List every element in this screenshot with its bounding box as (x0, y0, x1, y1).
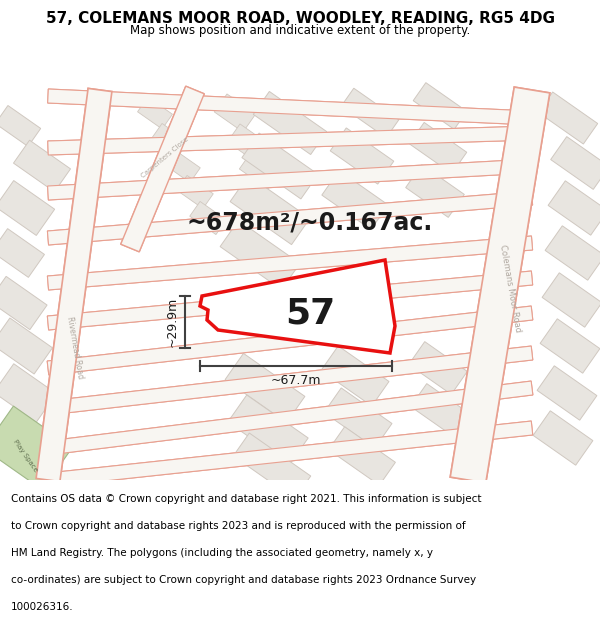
Polygon shape (190, 201, 226, 234)
Polygon shape (47, 191, 533, 245)
Polygon shape (330, 128, 394, 184)
Polygon shape (47, 191, 533, 245)
Polygon shape (227, 124, 269, 162)
Polygon shape (47, 159, 532, 200)
Polygon shape (36, 88, 112, 482)
Polygon shape (409, 342, 467, 394)
Polygon shape (47, 381, 533, 455)
Polygon shape (230, 176, 310, 244)
Polygon shape (164, 149, 200, 182)
Polygon shape (533, 411, 593, 465)
Text: Contains OS data © Crown copyright and database right 2021. This information is : Contains OS data © Crown copyright and d… (11, 494, 481, 504)
Polygon shape (329, 427, 395, 485)
Polygon shape (0, 364, 56, 423)
Polygon shape (47, 89, 532, 125)
Polygon shape (0, 413, 62, 473)
Polygon shape (242, 133, 318, 199)
Text: Map shows position and indicative extent of the property.: Map shows position and indicative extent… (130, 24, 470, 38)
Polygon shape (200, 260, 395, 353)
Text: Rivermead Road: Rivermead Road (65, 316, 85, 380)
Polygon shape (47, 421, 533, 487)
Text: Play Space: Play Space (11, 439, 38, 473)
Polygon shape (0, 106, 41, 146)
Text: to Crown copyright and database rights 2023 and is reproduced with the permissio: to Crown copyright and database rights 2… (11, 521, 466, 531)
Polygon shape (551, 137, 600, 189)
Polygon shape (322, 171, 388, 229)
Polygon shape (0, 276, 47, 329)
Polygon shape (341, 88, 399, 138)
Polygon shape (0, 318, 52, 374)
Polygon shape (410, 384, 469, 436)
Polygon shape (47, 346, 533, 415)
Polygon shape (233, 433, 311, 499)
Text: Colemans Moor Road: Colemans Moor Road (498, 243, 522, 332)
Polygon shape (47, 236, 533, 290)
Polygon shape (450, 87, 550, 483)
Text: HM Land Registry. The polygons (including the associated geometry, namely x, y: HM Land Registry. The polygons (includin… (11, 548, 433, 558)
Polygon shape (177, 176, 213, 209)
Polygon shape (47, 271, 533, 330)
Polygon shape (48, 126, 532, 155)
Polygon shape (47, 159, 532, 200)
Polygon shape (36, 88, 112, 482)
Text: Carpenters Close: Carpenters Close (140, 136, 190, 179)
Polygon shape (542, 272, 600, 328)
Polygon shape (0, 406, 73, 490)
Polygon shape (540, 319, 600, 373)
Polygon shape (47, 236, 533, 290)
Polygon shape (47, 381, 533, 455)
Polygon shape (545, 226, 600, 280)
Polygon shape (0, 229, 44, 278)
Text: ~29.9m: ~29.9m (166, 297, 179, 347)
Text: co-ordinates) are subject to Crown copyright and database rights 2023 Ordnance S: co-ordinates) are subject to Crown copyr… (11, 575, 476, 585)
Polygon shape (409, 122, 467, 174)
Text: ~67.7m: ~67.7m (271, 374, 321, 387)
Polygon shape (137, 97, 172, 129)
Polygon shape (48, 126, 532, 155)
Polygon shape (214, 94, 256, 132)
Text: 57, COLEMANS MOOR ROAD, WOODLEY, READING, RG5 4DG: 57, COLEMANS MOOR ROAD, WOODLEY, READING… (46, 11, 554, 26)
Polygon shape (152, 124, 188, 156)
Polygon shape (47, 421, 533, 487)
Polygon shape (0, 181, 55, 236)
Polygon shape (324, 388, 392, 448)
Polygon shape (537, 366, 597, 420)
Polygon shape (548, 181, 600, 235)
Polygon shape (321, 346, 389, 406)
Polygon shape (13, 140, 71, 192)
Polygon shape (406, 164, 464, 217)
Polygon shape (225, 353, 305, 422)
Text: ~678m²/~0.167ac.: ~678m²/~0.167ac. (187, 211, 433, 235)
Text: 57: 57 (285, 296, 335, 330)
Polygon shape (253, 91, 327, 154)
Polygon shape (450, 87, 550, 483)
Polygon shape (47, 89, 532, 125)
Text: 100026316.: 100026316. (11, 602, 73, 612)
Polygon shape (220, 221, 300, 289)
Polygon shape (47, 306, 533, 375)
Polygon shape (538, 92, 598, 144)
Polygon shape (239, 151, 281, 189)
Polygon shape (121, 86, 204, 252)
Polygon shape (228, 395, 308, 465)
Polygon shape (47, 346, 533, 415)
Polygon shape (121, 86, 204, 252)
Polygon shape (47, 271, 533, 330)
Polygon shape (413, 82, 467, 129)
Polygon shape (47, 306, 533, 375)
